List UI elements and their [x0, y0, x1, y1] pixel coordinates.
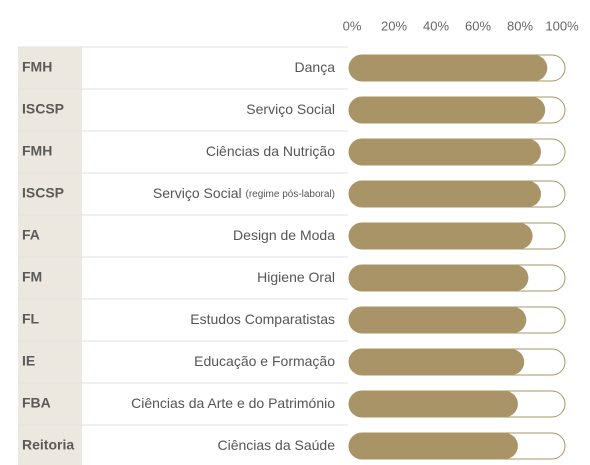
x-tick-label: 40%: [423, 18, 449, 33]
category-name: Design de Moda: [233, 227, 335, 243]
category-name: Higiene Oral: [257, 269, 335, 285]
category-name: Estudos Comparatistas: [190, 311, 335, 327]
category-note: (regime pós-laboral): [246, 189, 335, 200]
category-label: Educação e Formação: [194, 353, 335, 369]
bar: [349, 223, 533, 249]
category-label: Ciências da Nutrição: [206, 143, 335, 159]
x-tick-label: 100%: [545, 18, 579, 33]
group-label: FMH: [22, 143, 52, 159]
category-label: Higiene Oral: [257, 269, 335, 285]
group-cell: [18, 299, 82, 341]
group-label: ISCSP: [22, 101, 64, 117]
category-label: Dança: [295, 59, 336, 75]
group-label: Reitoria: [22, 437, 74, 453]
category-label: Serviço Social: [246, 101, 335, 117]
group-cell: [18, 131, 82, 173]
category-name: Educação e Formação: [194, 353, 335, 369]
x-tick-label: 80%: [507, 18, 533, 33]
group-cell: [18, 425, 82, 465]
bar: [349, 433, 518, 459]
group-label: ISCSP: [22, 185, 64, 201]
bar: [349, 307, 527, 333]
group-cell: [18, 47, 82, 89]
bar: [349, 265, 529, 291]
category-name: Dança: [295, 59, 336, 75]
group-label: FA: [22, 227, 40, 243]
group-label: FMH: [22, 59, 52, 75]
group-cell: [18, 215, 82, 257]
group-cell: [18, 341, 82, 383]
group-cell: [18, 89, 82, 131]
category-label: Ciências da Saúde: [217, 437, 335, 453]
group-label: FL: [22, 311, 40, 327]
bar: [349, 97, 546, 123]
group-label: FBA: [22, 395, 51, 411]
x-tick-label: 20%: [381, 18, 407, 33]
group-label: IE: [22, 353, 35, 369]
category-label: Serviço Social (regime pós-laboral): [153, 185, 335, 201]
category-name: Serviço Social: [153, 185, 242, 201]
group-cell: [18, 173, 82, 215]
group-cell: [18, 383, 82, 425]
bar: [349, 391, 518, 417]
category-name: Ciências da Nutrição: [206, 143, 335, 159]
bar: [349, 139, 541, 165]
bar: [349, 349, 525, 375]
category-name: Ciências da Saúde: [217, 437, 335, 453]
group-label: FM: [22, 269, 42, 285]
category-name: Ciências da Arte e do Património: [131, 395, 335, 411]
bar: [349, 55, 548, 81]
category-label: Design de Moda: [233, 227, 335, 243]
bar: [349, 181, 541, 207]
group-cell: [18, 257, 82, 299]
x-tick-label: 60%: [465, 18, 491, 33]
category-label: Ciências da Arte e do Património: [131, 395, 335, 411]
category-label: Estudos Comparatistas: [190, 311, 335, 327]
x-tick-label: 0%: [343, 18, 362, 33]
category-name: Serviço Social: [246, 101, 335, 117]
